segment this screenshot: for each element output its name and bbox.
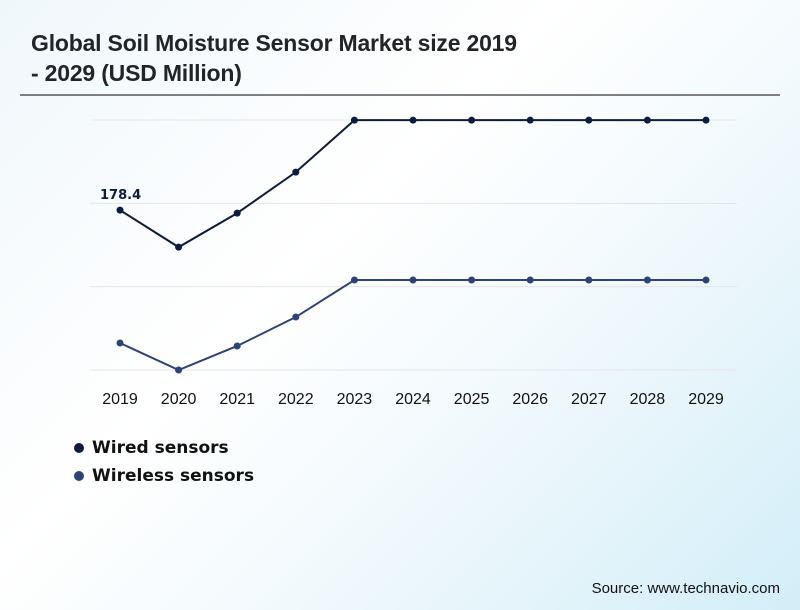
- data-point[interactable]: [702, 116, 710, 124]
- x-tick-label: 2027: [571, 391, 607, 408]
- data-point[interactable]: [468, 276, 476, 284]
- data-point[interactable]: [468, 116, 476, 124]
- series-layer: [116, 116, 710, 374]
- x-tick-label: 2021: [219, 391, 255, 408]
- chart-title-line-2: - 2029 (USD Million): [31, 60, 242, 86]
- x-tick-label: 2024: [395, 391, 431, 408]
- series-wireless-sensors: [116, 276, 710, 374]
- chart-title-line-1: Global Soil Moisture Sensor Market size …: [31, 30, 517, 56]
- x-tick-label: 2022: [278, 391, 314, 408]
- legend-label: Wireless sensors: [92, 466, 255, 486]
- legend-marker-icon: [74, 471, 84, 481]
- x-tick-label: 2020: [161, 391, 197, 408]
- x-tick-label: 2023: [337, 391, 373, 408]
- chart-title: Global Soil Moisture Sensor Market size …: [31, 28, 671, 88]
- x-tick-label: 2026: [512, 391, 548, 408]
- x-tick-label: 2019: [102, 391, 138, 408]
- x-axis-ticks: 2019 2020 2021 2022 2023 2024 2025 2026 2027 2028…: [102, 391, 724, 408]
- data-point[interactable]: [292, 313, 300, 321]
- data-point[interactable]: [643, 276, 651, 284]
- data-point[interactable]: [116, 206, 124, 214]
- series-wired-sensors: [116, 116, 710, 251]
- title-divider: [20, 94, 780, 96]
- x-tick-label: 2029: [688, 391, 724, 408]
- data-point[interactable]: [409, 116, 417, 124]
- data-point[interactable]: [526, 116, 534, 124]
- data-point[interactable]: [350, 116, 358, 124]
- legend-item-wireless[interactable]: Wireless sensors: [74, 462, 254, 490]
- data-point[interactable]: [233, 209, 241, 217]
- source-credit: Source: www.technavio.com: [591, 580, 780, 597]
- data-point[interactable]: [175, 243, 183, 251]
- legend: Wired sensors Wireless sensors: [74, 434, 254, 490]
- legend-marker-icon: [74, 443, 84, 453]
- data-point[interactable]: [116, 339, 124, 347]
- x-tick-label: 2025: [454, 391, 490, 408]
- data-point[interactable]: [643, 116, 651, 124]
- series-line: [119, 119, 706, 249]
- data-point[interactable]: [233, 342, 241, 350]
- data-point[interactable]: [409, 276, 417, 284]
- x-tick-label: 2028: [630, 391, 666, 408]
- series-line: [119, 279, 706, 372]
- data-point[interactable]: [585, 276, 593, 284]
- annotations-layer: 178.4: [100, 188, 141, 203]
- data-point[interactable]: [350, 276, 358, 284]
- gridlines: [90, 119, 737, 371]
- data-label: 178.4: [100, 188, 141, 203]
- legend-item-wired[interactable]: Wired sensors: [74, 434, 254, 462]
- data-point[interactable]: [526, 276, 534, 284]
- data-point[interactable]: [585, 116, 593, 124]
- data-point[interactable]: [292, 168, 300, 176]
- legend-label: Wired sensors: [92, 438, 229, 458]
- data-point[interactable]: [175, 366, 183, 374]
- data-point[interactable]: [702, 276, 710, 284]
